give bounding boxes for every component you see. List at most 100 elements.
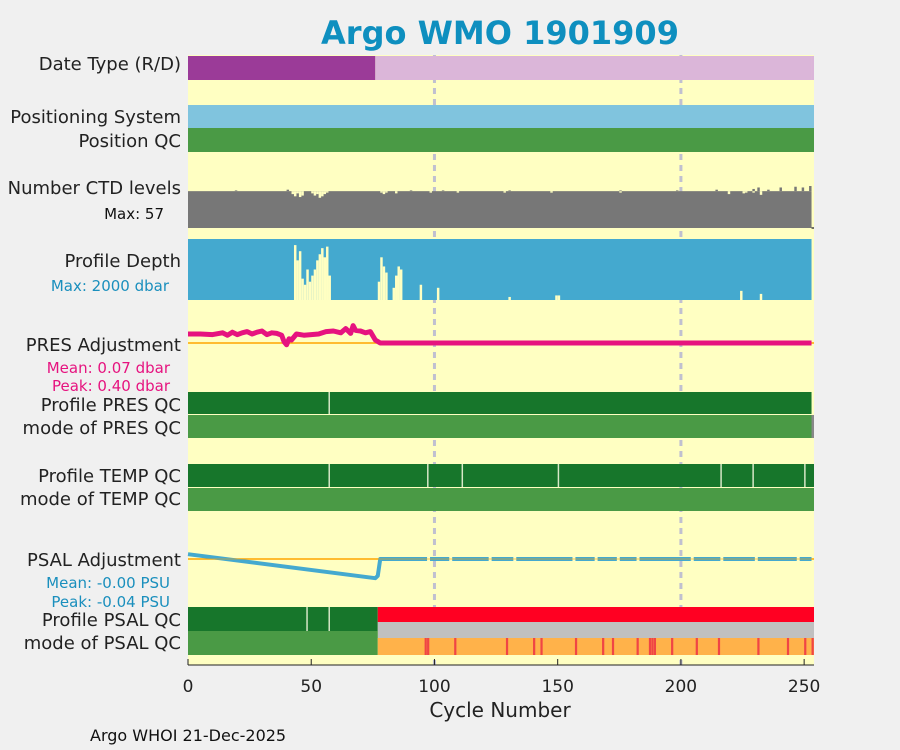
- label-depth-max: Max: 2000 dbar: [51, 277, 170, 295]
- profile-psal-qc-gap-57: [328, 607, 330, 631]
- mode-temp-qc-bar: [188, 488, 814, 511]
- mode-pres-qc-bar: [188, 415, 814, 438]
- label-pres-mean: Mean: 0.07 dbar: [47, 359, 171, 377]
- ctd-level-dip-232: [759, 191, 763, 195]
- mode-psal-qc-good-bar: [188, 631, 378, 655]
- ctd-level-dip-52: [316, 191, 319, 195]
- profile-depth-shallow-224: [740, 290, 743, 300]
- profile-depth-shallow-44: [296, 260, 299, 300]
- profile-temp-qc-bar: [188, 464, 814, 487]
- profile-depth-shallow-43: [293, 245, 297, 300]
- label-ctd-max: Max: 57: [104, 205, 164, 223]
- profile-psal-qc-gap-48: [306, 607, 308, 631]
- label-profile-pres-qc: Profile PRES QC: [41, 395, 181, 416]
- profile-pres-qc-gap-57: [328, 392, 330, 414]
- ctd-level-peak-231: [757, 187, 760, 192]
- ctd-level-dip-219: [727, 191, 731, 195]
- x-tick-label-0: 0: [183, 677, 194, 697]
- x-tick-label-150: 150: [541, 677, 573, 697]
- label-mode-temp-qc: mode of TEMP QC: [20, 489, 181, 510]
- profile-depth-shallow-150: [557, 295, 561, 300]
- label-profile-psal-qc: Profile PSAL QC: [42, 610, 181, 631]
- profile-depth-shallow-57: [328, 275, 331, 300]
- profile-depth-shallow-51: [313, 269, 317, 300]
- mode-psal-qc-red-129: [505, 638, 509, 655]
- chart-title: Argo WMO 1901909: [321, 14, 679, 52]
- mode-psal-qc-red-253: [811, 638, 814, 655]
- ctd-level-peak-90: [409, 190, 413, 192]
- profile-temp-qc-gap-57: [328, 464, 330, 487]
- ctd-level-peak-130: [508, 190, 511, 192]
- profile-depth-shallow-49: [308, 281, 312, 300]
- ctd-level-dip-54: [321, 191, 324, 197]
- mode-psal-qc-red-189: [653, 638, 657, 655]
- label-position-qc: Position QC: [78, 131, 181, 152]
- ctd-level-dip-79: [382, 191, 386, 195]
- profile-depth-shallow-56: [326, 246, 329, 300]
- ctd-level-dip-80: [385, 191, 388, 193]
- profile-temp-qc-gap-229: [752, 464, 754, 487]
- profile-temp-qc-gap-111: [461, 464, 464, 487]
- ctd-level-dip-226: [744, 191, 748, 193]
- profile-temp-qc-gap-150: [557, 464, 560, 487]
- profile-depth-shallow-45: [298, 251, 302, 300]
- profile-depth-shallow-83: [392, 287, 396, 300]
- mode-psal-qc-red-182: [636, 638, 639, 655]
- pres-adjustment-line: [188, 323, 812, 348]
- profile-pres-qc-bar: [188, 392, 812, 414]
- profile-psal-qc-bad-bar: [377, 607, 814, 622]
- profile-depth-shallow-77: [377, 281, 381, 300]
- ctd-level-dip-78: [380, 191, 383, 193]
- profile-depth-bar: [188, 239, 812, 300]
- profile-depth-shallow-130: [508, 296, 511, 300]
- mode-psal-qc-red-140: [533, 638, 536, 655]
- x-tick-label-100: 100: [418, 677, 450, 697]
- ctd-level-dip-175: [619, 191, 622, 193]
- ctd-level-dip-98: [429, 191, 432, 193]
- profile-depth-shallow-149: [555, 295, 558, 300]
- positioning-system-bar: [188, 105, 814, 128]
- label-profile-depth: Profile Depth: [64, 251, 181, 272]
- label-positioning-system: Positioning System: [10, 107, 181, 128]
- ctd-level-dip-147: [550, 191, 553, 193]
- ctd-level-peak-229: [752, 188, 755, 192]
- mode-psal-qc-red-108: [454, 638, 457, 655]
- profile-depth-shallow-80: [385, 272, 388, 300]
- profile-temp-qc-gap-250: [804, 464, 806, 487]
- profile-depth-shallow-94: [419, 284, 423, 300]
- ctd-levels-bar: [188, 191, 812, 228]
- label-pres-adjustment: PRES Adjustment: [26, 335, 181, 356]
- profile-depth-shallow-48: [306, 269, 309, 300]
- label-pres-peak: Peak: 0.40 dbar: [52, 377, 171, 395]
- ctd-level-dip-50: [311, 191, 314, 194]
- profile-depth-shallow-84: [395, 275, 398, 300]
- profile-depth-shallow-47: [303, 284, 307, 300]
- profile-depth-shallow-50: [311, 275, 314, 300]
- label-psal-adjustment: PSAL Adjustment: [27, 550, 181, 571]
- profile-depth-shallow-54: [321, 248, 324, 300]
- ctd-level-dip-84: [395, 191, 398, 194]
- position-qc-bar: [188, 128, 814, 152]
- profile-depth-shallow-79: [382, 266, 386, 300]
- ctd-level-dip-109: [456, 191, 460, 193]
- x-tick-label-50: 50: [300, 677, 322, 697]
- footer-credit: Argo WHOI 21-Dec-2025: [90, 726, 286, 745]
- profile-depth-shallow-46: [301, 278, 304, 300]
- label-mode-psal-qc: mode of PSAL QC: [24, 633, 181, 654]
- label-psal-mean: Mean: -0.00 PSU: [46, 574, 170, 592]
- mode-psal-qc-red-143: [540, 638, 543, 655]
- date-type-segment-tail: [811, 56, 814, 80]
- profile-depth-shallow-86: [399, 269, 403, 300]
- mode-psal-qc-red-172: [611, 638, 615, 655]
- x-axis-label: Cycle Number: [429, 698, 571, 722]
- mode-pres-qc-tail: [811, 415, 814, 438]
- mode-psal-qc-red-206: [695, 638, 698, 655]
- profile-psal-qc-good-bar: [188, 607, 378, 631]
- mode-psal-qc-red-250: [804, 638, 807, 655]
- ctd-level-dip-53: [318, 191, 322, 198]
- x-tick-label-250: 250: [788, 677, 820, 697]
- mode-psal-qc-red-96: [424, 638, 427, 655]
- ctd-level-dip-55: [323, 191, 327, 195]
- ctd-level-peak-214: [715, 189, 718, 192]
- mode-psal-qc-red-196: [671, 638, 674, 655]
